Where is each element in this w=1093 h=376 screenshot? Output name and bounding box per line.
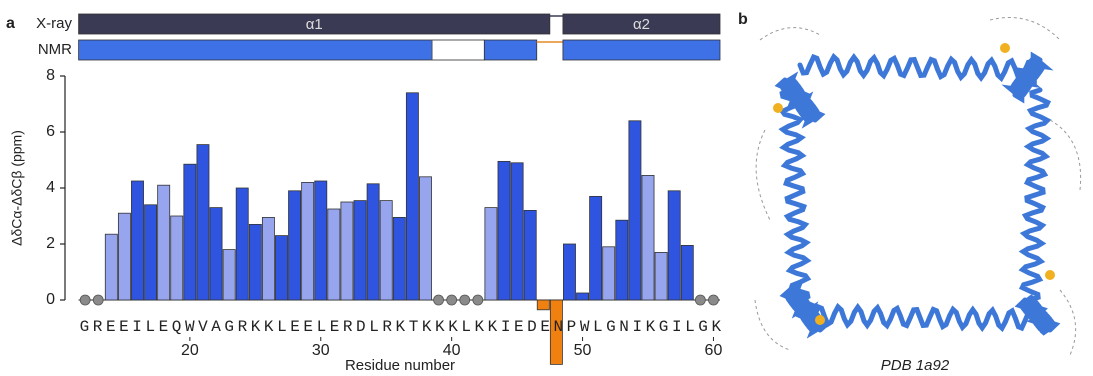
helix-label: α2 (633, 16, 650, 33)
loop (756, 130, 770, 220)
no-data-marker (473, 295, 483, 305)
bar (498, 161, 510, 300)
bar (563, 244, 575, 300)
helix-label: α1 (306, 16, 323, 33)
panel-label: a (6, 15, 15, 32)
bar (629, 121, 641, 300)
track-gap (432, 40, 484, 60)
no-data-marker (80, 295, 90, 305)
protein-structure (755, 18, 1081, 356)
sequence: GREEILEQWVAGRKKLEELERDLRKTKKKLKKIEDENPWL… (80, 318, 722, 336)
helix-segment (563, 40, 720, 60)
x-tick-label: 40 (443, 342, 461, 359)
helix-ribbon (782, 90, 808, 300)
bar (354, 201, 366, 300)
bar (668, 191, 680, 300)
x-tick-label: 50 (574, 342, 592, 359)
y-axis-label: ΔδCα-ΔδCβ (ppm) (9, 130, 25, 246)
x-tick-label: 30 (312, 342, 330, 359)
bar (590, 196, 602, 300)
loop (760, 28, 820, 40)
track-label: NMR (38, 41, 72, 58)
track-label: X-ray (36, 15, 72, 32)
loop (1050, 120, 1081, 190)
bar (577, 293, 589, 300)
highlight (773, 103, 783, 113)
bar (302, 182, 314, 300)
bar (210, 208, 222, 300)
x-tick-label: 60 (705, 342, 723, 359)
bar (223, 250, 235, 300)
loop (1060, 290, 1076, 355)
bar (131, 181, 143, 300)
no-data-marker (434, 295, 444, 305)
bar (105, 234, 117, 300)
bar (681, 245, 693, 300)
bar (380, 201, 392, 300)
bar (616, 220, 628, 300)
loop (990, 18, 1060, 41)
bar (406, 93, 418, 300)
bar (184, 164, 196, 300)
bar (197, 145, 209, 300)
bar (262, 217, 274, 300)
panel-label: b (738, 11, 748, 28)
bar (328, 209, 340, 300)
bar (642, 175, 654, 300)
no-data-marker (93, 295, 103, 305)
helix-ribbon (805, 307, 1035, 328)
bar (145, 205, 157, 300)
highlight (1045, 270, 1055, 280)
bar (275, 236, 287, 300)
bar (511, 163, 523, 300)
bar (524, 210, 536, 300)
bar (171, 216, 183, 300)
bar (537, 300, 549, 310)
helix-segment (79, 40, 432, 60)
no-data-marker (695, 295, 705, 305)
bar (485, 208, 497, 300)
bar (289, 191, 301, 300)
no-data-marker (447, 295, 457, 305)
no-data-marker (708, 295, 718, 305)
helix-ribbon (1022, 90, 1047, 300)
x-axis-label: Residue number (345, 357, 455, 374)
bar (249, 224, 261, 300)
helix-segment (484, 40, 536, 60)
no-data-marker (460, 295, 470, 305)
bar (603, 247, 615, 300)
highlight (1000, 43, 1010, 53)
bar (158, 185, 170, 300)
bar (367, 184, 379, 300)
y-tick-label: 4 (46, 179, 55, 196)
structure-caption: PDB 1a92 (881, 357, 950, 374)
y-tick-label: 8 (46, 67, 55, 84)
loop (755, 300, 790, 350)
highlight (815, 315, 825, 325)
bar (315, 181, 327, 300)
figure: a b ΔδCα-ΔδCβ (ppm) Residue number PDB 1… (0, 0, 1093, 376)
bar (236, 188, 248, 300)
bar (419, 177, 431, 300)
bar (341, 202, 353, 300)
helix-ribbon (800, 57, 1035, 78)
x-tick-label: 20 (181, 342, 199, 359)
bar (655, 252, 667, 300)
y-tick-label: 6 (46, 123, 55, 140)
bar (393, 217, 405, 300)
y-tick-label: 0 (46, 291, 55, 308)
y-tick-label: 2 (46, 235, 55, 252)
bar (118, 213, 130, 300)
